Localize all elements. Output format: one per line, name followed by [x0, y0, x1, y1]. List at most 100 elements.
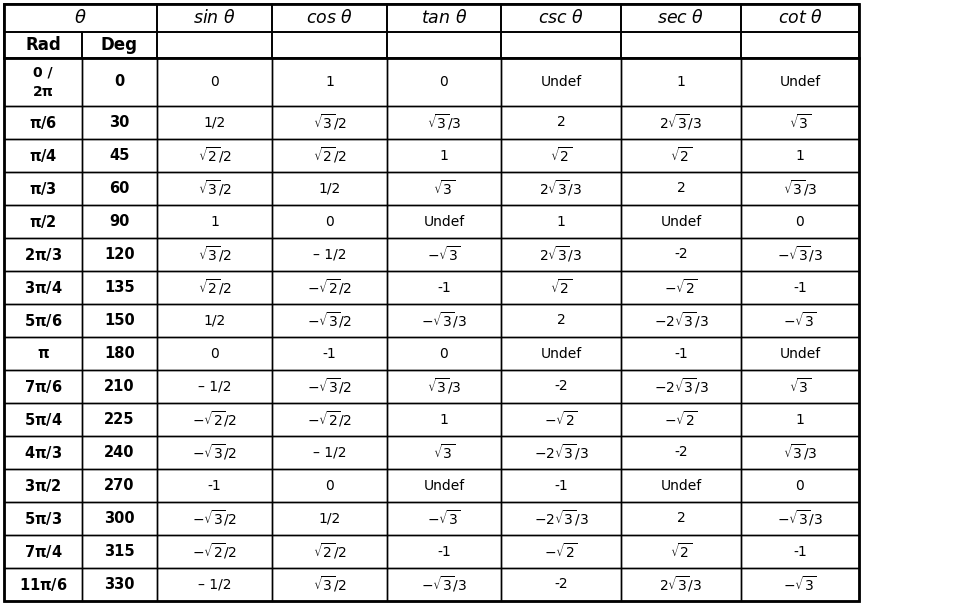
Text: 1/2: 1/2	[204, 116, 226, 129]
Bar	[157, 238, 272, 271]
Bar	[4, 205, 82, 238]
Bar	[157, 106, 272, 139]
Text: $2\sqrt{3}/3$: $2\sqrt{3}/3$	[659, 113, 702, 132]
Bar	[82, 106, 157, 139]
Text: $\sqrt{3}$: $\sqrt{3}$	[789, 377, 811, 396]
Text: – 1/2: – 1/2	[198, 578, 232, 592]
Bar	[82, 502, 157, 535]
Text: 210: 210	[104, 379, 135, 394]
Text: $\sqrt{2}/2$: $\sqrt{2}/2$	[312, 146, 346, 165]
Text: – 1/2: – 1/2	[312, 247, 346, 261]
Bar	[501, 139, 621, 172]
Text: 120: 120	[104, 247, 135, 262]
Text: 0: 0	[210, 75, 219, 89]
Bar	[741, 304, 859, 337]
Bar	[621, 403, 741, 436]
Text: 240: 240	[104, 445, 135, 460]
Bar	[741, 32, 859, 58]
Bar	[387, 32, 501, 58]
Bar	[4, 535, 82, 568]
Bar	[272, 502, 387, 535]
Text: 270: 270	[104, 478, 135, 493]
Text: $-\sqrt{2}$: $-\sqrt{2}$	[544, 542, 578, 561]
Text: -2: -2	[675, 247, 688, 261]
Text: 0: 0	[325, 479, 333, 492]
Text: Undef: Undef	[424, 479, 464, 492]
Text: -1: -1	[323, 347, 336, 361]
Bar	[387, 370, 501, 403]
Bar	[741, 436, 859, 469]
Bar	[621, 4, 741, 32]
Bar	[272, 32, 387, 58]
Bar	[387, 271, 501, 304]
Bar	[272, 535, 387, 568]
Bar	[4, 32, 82, 58]
Text: 1/2: 1/2	[318, 511, 340, 526]
Text: $\sqrt{3}/3$: $\sqrt{3}/3$	[427, 113, 461, 132]
Bar	[4, 4, 859, 601]
Text: 90: 90	[110, 214, 130, 229]
Bar	[157, 568, 272, 601]
Text: $-\sqrt{3}$: $-\sqrt{3}$	[427, 245, 461, 264]
Bar	[157, 58, 272, 106]
Bar	[272, 337, 387, 370]
Text: 315: 315	[104, 544, 135, 559]
Bar	[4, 403, 82, 436]
Text: $\sqrt{3}/3$: $\sqrt{3}/3$	[427, 376, 461, 396]
Text: $\mathit{tan}\ \theta$: $\mathit{tan}\ \theta$	[421, 9, 467, 27]
Text: $\sqrt{3}/3$: $\sqrt{3}/3$	[783, 178, 817, 198]
Bar	[387, 469, 501, 502]
Text: -1: -1	[674, 347, 688, 361]
Bar	[272, 172, 387, 205]
Text: 1: 1	[677, 75, 685, 89]
Text: -1: -1	[208, 479, 221, 492]
Text: 0 /
2π: 0 / 2π	[33, 65, 54, 99]
Text: 2: 2	[677, 182, 685, 195]
Text: 135: 135	[104, 280, 135, 295]
Text: $\mathbf{\pi}$: $\mathbf{\pi}$	[37, 346, 49, 361]
Text: 0: 0	[439, 347, 449, 361]
Bar	[4, 304, 82, 337]
Text: $-\sqrt{3}/2$: $-\sqrt{3}/2$	[307, 376, 352, 396]
Bar	[621, 535, 741, 568]
Bar	[741, 106, 859, 139]
Bar	[387, 205, 501, 238]
Bar	[621, 58, 741, 106]
Text: $-2\sqrt{3}/3$: $-2\sqrt{3}/3$	[533, 443, 588, 462]
Text: -2: -2	[554, 578, 568, 592]
Text: $\sqrt{3}/3$: $\sqrt{3}/3$	[783, 443, 817, 462]
Bar	[501, 271, 621, 304]
Bar	[501, 568, 621, 601]
Text: $2\sqrt{3}/3$: $2\sqrt{3}/3$	[539, 244, 582, 264]
Bar	[272, 568, 387, 601]
Bar	[157, 403, 272, 436]
Text: $\sqrt{2}/2$: $\sqrt{2}/2$	[198, 278, 232, 298]
Text: $\mathit{sin}\ \theta$: $\mathit{sin}\ \theta$	[193, 9, 235, 27]
Bar	[272, 4, 387, 32]
Text: $\sqrt{2}$: $\sqrt{2}$	[670, 146, 692, 165]
Text: 180: 180	[104, 346, 135, 361]
Bar	[82, 172, 157, 205]
Bar	[741, 4, 859, 32]
Text: $-\sqrt{3}/3$: $-\sqrt{3}/3$	[776, 509, 823, 528]
Bar	[272, 238, 387, 271]
Text: Deg: Deg	[101, 36, 138, 54]
Text: -1: -1	[437, 544, 451, 558]
Text: $-\sqrt{3}$: $-\sqrt{3}$	[427, 509, 461, 528]
Text: $\mathbf{\pi/2}$: $\mathbf{\pi/2}$	[30, 213, 57, 230]
Text: $\mathbf{\pi/4}$: $\mathbf{\pi/4}$	[29, 147, 58, 164]
Bar	[82, 469, 157, 502]
Bar	[157, 32, 272, 58]
Text: 2: 2	[556, 313, 565, 327]
Bar	[501, 58, 621, 106]
Text: 45: 45	[110, 148, 130, 163]
Bar	[157, 535, 272, 568]
Bar	[621, 106, 741, 139]
Bar	[741, 568, 859, 601]
Text: – 1/2: – 1/2	[198, 379, 232, 393]
Text: -2: -2	[554, 379, 568, 393]
Bar	[82, 139, 157, 172]
Text: $\mathbf{5\pi/3}$: $\mathbf{5\pi/3}$	[24, 510, 62, 527]
Bar	[157, 469, 272, 502]
Bar	[4, 58, 82, 106]
